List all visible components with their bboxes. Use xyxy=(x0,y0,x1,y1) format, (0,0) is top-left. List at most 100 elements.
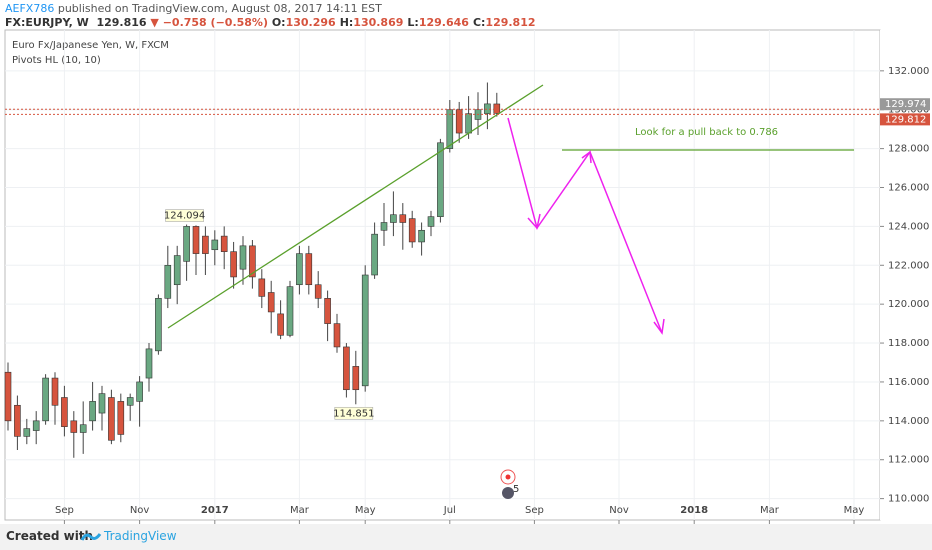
pivot-label: 114.851 xyxy=(333,408,374,419)
y-tick-label: 126.000 xyxy=(888,183,929,194)
candle-body xyxy=(390,214,397,223)
ohlc-value: 130.296 xyxy=(285,16,336,29)
candle-body xyxy=(192,226,200,254)
candle-body xyxy=(333,323,341,348)
footer: Created with TradingView xyxy=(0,524,932,550)
candle-body xyxy=(249,245,256,278)
x-tick-label: Jul xyxy=(443,505,456,516)
x-tick-label: 2018 xyxy=(680,505,708,516)
candle-body xyxy=(202,235,209,254)
x-tick-label: 2017 xyxy=(201,505,229,516)
candle-body xyxy=(14,404,21,437)
candle-body xyxy=(239,245,247,270)
x-tick-label: May xyxy=(355,505,376,516)
candle-body xyxy=(183,226,190,262)
y-tick-label: 132.000 xyxy=(888,66,929,77)
candle-body xyxy=(211,239,219,251)
author[interactable]: AEFX786 xyxy=(5,2,55,15)
publish-line: AEFX786 published on TradingView.com, Au… xyxy=(5,2,382,15)
idea-icon[interactable] xyxy=(502,487,514,499)
event-count: 5 xyxy=(513,484,519,495)
candle-body xyxy=(455,109,463,134)
trend-line xyxy=(167,84,544,329)
x-tick-label: Sep xyxy=(525,505,544,516)
brand[interactable]: TradingView xyxy=(104,529,177,543)
candle-body xyxy=(51,377,59,406)
annotation: Look for a pull back to 0.786 xyxy=(635,127,778,138)
ohlc: O:130.296 H:130.869 L:129.646 C:129.812 xyxy=(272,16,540,29)
candle-body xyxy=(108,397,115,441)
price-tag-label: 129.974 xyxy=(885,99,926,110)
candle-body xyxy=(230,251,237,278)
y-tick-label: 114.000 xyxy=(888,416,929,427)
change: −0.758 (−0.58%) xyxy=(162,16,268,29)
candle-body xyxy=(173,255,181,286)
candle-body xyxy=(258,278,266,297)
price-tag-label: 129.812 xyxy=(885,114,926,125)
x-tick-label: Sep xyxy=(55,505,74,516)
price-tag xyxy=(880,113,930,126)
y-tick-label: 112.000 xyxy=(888,455,929,466)
x-tick-label: Mar xyxy=(760,505,780,516)
candle-body xyxy=(117,401,125,435)
chart-title: Euro Fx/Japanese Yen, W, FXCM xyxy=(12,40,169,51)
candle-body xyxy=(145,348,153,379)
candle-body xyxy=(79,424,87,433)
y-tick-label: 128.000 xyxy=(888,144,929,155)
candle-body xyxy=(286,286,294,336)
candle-body xyxy=(4,371,12,422)
price-tag xyxy=(880,98,930,111)
logo xyxy=(80,533,102,541)
candle-body xyxy=(371,233,378,276)
candle-body xyxy=(136,381,143,402)
ohlc-label: C: xyxy=(472,16,486,29)
candle-body xyxy=(89,401,96,422)
candle-body xyxy=(465,113,472,134)
candle-body xyxy=(164,264,172,299)
published: published on TradingView.com, August 08,… xyxy=(57,2,382,15)
pivot-box xyxy=(165,209,204,222)
candle-body xyxy=(380,222,388,231)
arrow: ▼ xyxy=(150,16,159,29)
candle-body xyxy=(70,420,78,433)
y-tick-label: 124.000 xyxy=(888,221,929,232)
candle-body xyxy=(427,216,435,227)
candle-body xyxy=(267,292,275,313)
candle-body xyxy=(446,109,454,149)
symbol: FX:EURJPY, W xyxy=(5,16,89,29)
candle-body xyxy=(314,284,322,299)
ohlc-label: L: xyxy=(407,16,419,29)
indicator: Pivots HL (10, 10) xyxy=(12,55,101,66)
x-tick-label: May xyxy=(844,505,865,516)
candle-body xyxy=(155,298,162,352)
event-icon-dot xyxy=(505,474,511,480)
candle-body xyxy=(277,313,284,336)
x-tick-label: Nov xyxy=(130,505,150,516)
ohlc-value: 129.646 xyxy=(418,16,469,29)
created-with: Created with xyxy=(6,529,94,543)
x-tick-label: Nov xyxy=(609,505,629,516)
candle-body xyxy=(296,253,303,286)
pivot-label: 124.094 xyxy=(164,211,205,222)
candle-body xyxy=(418,229,425,243)
y-tick-label: 116.000 xyxy=(888,377,929,388)
candle-body xyxy=(324,298,331,324)
y-tick-label: 122.000 xyxy=(888,260,929,271)
pivot-box xyxy=(334,406,374,420)
candle-body xyxy=(98,393,106,414)
symbol-line: FX:EURJPY, W 129.816 ▼ −0.758 (−0.58%) O… xyxy=(5,16,540,29)
ohlc-value: 129.812 xyxy=(485,16,536,29)
x-tick-label: Mar xyxy=(290,505,310,516)
candle-body xyxy=(437,142,444,217)
candle-body xyxy=(343,346,350,391)
candle-body xyxy=(361,274,369,387)
candle-body xyxy=(493,103,501,114)
candle-body xyxy=(23,428,31,437)
candle-body xyxy=(399,214,407,223)
candle-body xyxy=(352,366,360,391)
header: AEFX786 published on TradingView.com, Au… xyxy=(5,0,925,30)
ohlc-label: H: xyxy=(339,16,354,29)
projection-arrows xyxy=(507,117,665,335)
candle-body xyxy=(408,218,416,243)
